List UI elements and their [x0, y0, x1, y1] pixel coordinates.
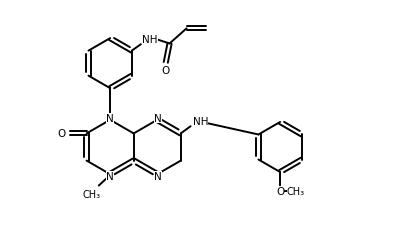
Text: CH₃: CH₃ [287, 186, 305, 196]
Text: N: N [106, 114, 114, 124]
Text: O: O [162, 65, 170, 75]
Text: O: O [276, 186, 284, 196]
Text: N: N [106, 171, 114, 181]
Text: N: N [154, 171, 162, 181]
Text: NH: NH [193, 116, 208, 126]
Text: O: O [58, 129, 66, 139]
Text: N: N [154, 114, 162, 124]
Text: CH₃: CH₃ [82, 189, 100, 199]
Text: NH: NH [142, 35, 158, 45]
